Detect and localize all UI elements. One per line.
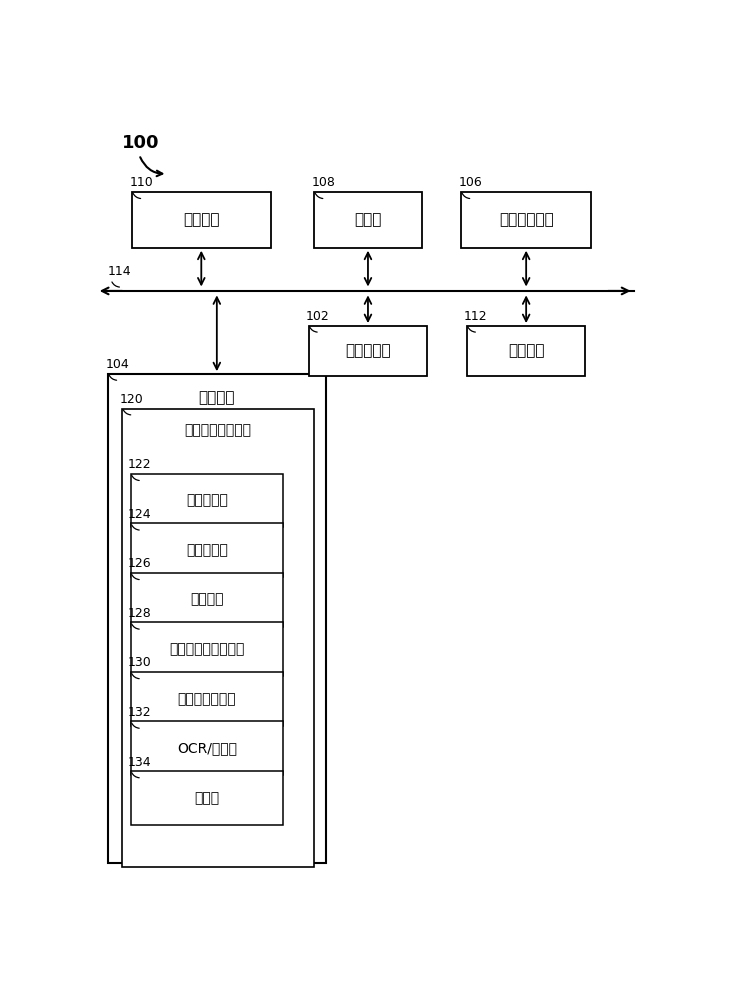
Text: 内容渲染器: 内容渲染器 — [186, 543, 228, 557]
Text: 查看器: 查看器 — [195, 791, 219, 805]
Bar — [308, 326, 427, 376]
Text: 用户接口解释器: 用户接口解释器 — [178, 692, 236, 706]
Text: OCR/解码器: OCR/解码器 — [177, 741, 237, 755]
Text: 用户输入装置: 用户输入装置 — [499, 213, 553, 228]
Bar — [130, 474, 283, 527]
Text: 网络接口: 网络接口 — [508, 344, 545, 359]
Text: 122: 122 — [128, 458, 152, 471]
Text: 内容预取器: 内容预取器 — [186, 494, 228, 508]
Bar — [130, 573, 283, 627]
Text: 124: 124 — [128, 508, 152, 521]
Text: 102: 102 — [306, 310, 330, 323]
Text: 120: 120 — [120, 393, 143, 406]
Bar — [132, 192, 270, 248]
Text: 100: 100 — [122, 134, 160, 152]
Bar — [314, 192, 421, 248]
Bar — [108, 374, 326, 863]
Bar — [467, 326, 585, 376]
Text: 接口模块: 接口模块 — [190, 593, 224, 607]
Text: 扫描接口应用程序: 扫描接口应用程序 — [184, 423, 252, 437]
Text: 显示器: 显示器 — [354, 213, 382, 228]
Text: 134: 134 — [128, 756, 152, 769]
Bar — [122, 409, 314, 867]
Bar — [461, 192, 591, 248]
Text: 存储装置: 存储装置 — [198, 390, 235, 405]
Text: 112: 112 — [464, 310, 488, 323]
Text: 132: 132 — [128, 706, 152, 719]
Bar — [130, 721, 283, 775]
Bar — [130, 622, 283, 676]
Text: 处理子系统: 处理子系统 — [345, 344, 391, 359]
Text: 130: 130 — [128, 656, 152, 669]
Text: 扫描装置: 扫描装置 — [183, 213, 219, 228]
Text: 114: 114 — [108, 265, 132, 278]
Text: 108: 108 — [311, 176, 335, 189]
Text: 128: 128 — [128, 607, 152, 620]
Bar — [130, 672, 283, 726]
Text: 110: 110 — [129, 176, 153, 189]
Text: 104: 104 — [105, 358, 129, 371]
Bar — [130, 523, 283, 577]
Bar — [130, 771, 283, 825]
Text: 126: 126 — [128, 557, 152, 570]
Text: 图形用户接口渲染器: 图形用户接口渲染器 — [169, 642, 245, 656]
Text: 106: 106 — [459, 176, 482, 189]
